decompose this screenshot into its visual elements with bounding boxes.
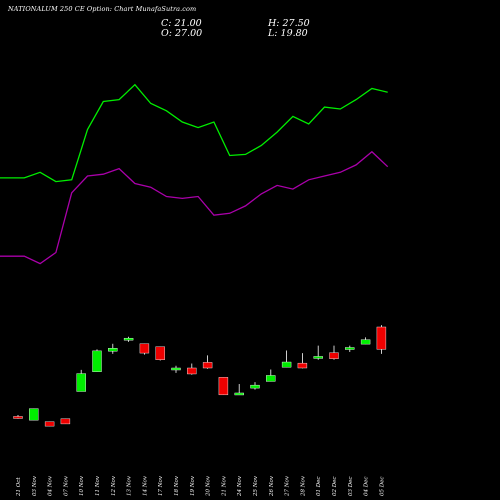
candle-down <box>60 418 71 425</box>
x-tick-label: 17 Nov <box>158 475 164 496</box>
candle-down <box>218 377 229 396</box>
x-tick-label: 27 Nov <box>285 475 291 497</box>
high-value: H: 27.50 <box>268 18 310 29</box>
candle-up <box>313 356 323 359</box>
candle-down <box>13 416 23 419</box>
x-tick-label: 20 Nov <box>206 475 212 497</box>
x-tick-label: 12 Nov <box>111 475 117 496</box>
candle-up <box>360 339 371 345</box>
open-value: O: 27.00 <box>161 28 203 39</box>
x-tick-label: 11 Nov <box>95 475 101 496</box>
x-tick-label: 21 Nov <box>221 475 227 497</box>
candle-up <box>108 348 118 352</box>
x-tick-label: 19 Nov <box>190 475 196 496</box>
candle-down <box>329 352 339 359</box>
candle-up <box>123 337 134 341</box>
candle-down <box>44 421 55 427</box>
x-tick-label: 10 Nov <box>79 475 85 496</box>
candle-down <box>187 367 197 375</box>
x-tick-label: 24 Nov <box>237 475 243 497</box>
x-tick-label: 01 Dec <box>316 477 322 497</box>
candle-down <box>376 326 387 350</box>
candle-down <box>139 343 150 354</box>
chart-title: NATIONALUM 250 CE Option: Chart MunafaSu… <box>8 5 197 13</box>
candle-down <box>297 362 308 369</box>
x-tick-label: 03 Nov <box>32 475 38 496</box>
low-value: L: 19.80 <box>268 28 308 39</box>
x-tick-label: 28 Nov <box>300 475 306 497</box>
close-value: C: 21.00 <box>161 18 202 29</box>
candle-down <box>155 346 165 361</box>
candle-up <box>234 392 244 396</box>
candle-up <box>266 375 276 382</box>
upper-band-line <box>0 83 388 183</box>
candle-down <box>202 362 213 369</box>
x-tick-label: 26 Nov <box>269 475 275 497</box>
x-tick-label: 02 Dec <box>332 477 338 497</box>
x-tick-label: 05 Dec <box>379 477 385 497</box>
candle-up <box>281 361 292 368</box>
candle-up <box>92 350 102 372</box>
candle-up <box>76 373 86 392</box>
candle-up <box>171 367 181 371</box>
x-tick-label: 18 Nov <box>174 475 180 496</box>
lower-band-line <box>0 150 389 265</box>
x-tick-label: 03 Dec <box>348 477 354 497</box>
x-tick-label: 21 Oct <box>16 477 22 497</box>
x-tick-label: 07 Nov <box>63 475 69 496</box>
x-tick-label: 04 Nov <box>48 475 54 496</box>
candle-up <box>345 347 355 350</box>
candle-up <box>250 384 260 389</box>
candle-up <box>29 408 39 421</box>
x-tick-label: 25 Nov <box>253 475 259 497</box>
x-tick-label: 04 Dec <box>364 477 370 497</box>
x-tick-label: 14 Nov <box>142 475 148 496</box>
x-tick-label: 13 Nov <box>127 475 133 496</box>
